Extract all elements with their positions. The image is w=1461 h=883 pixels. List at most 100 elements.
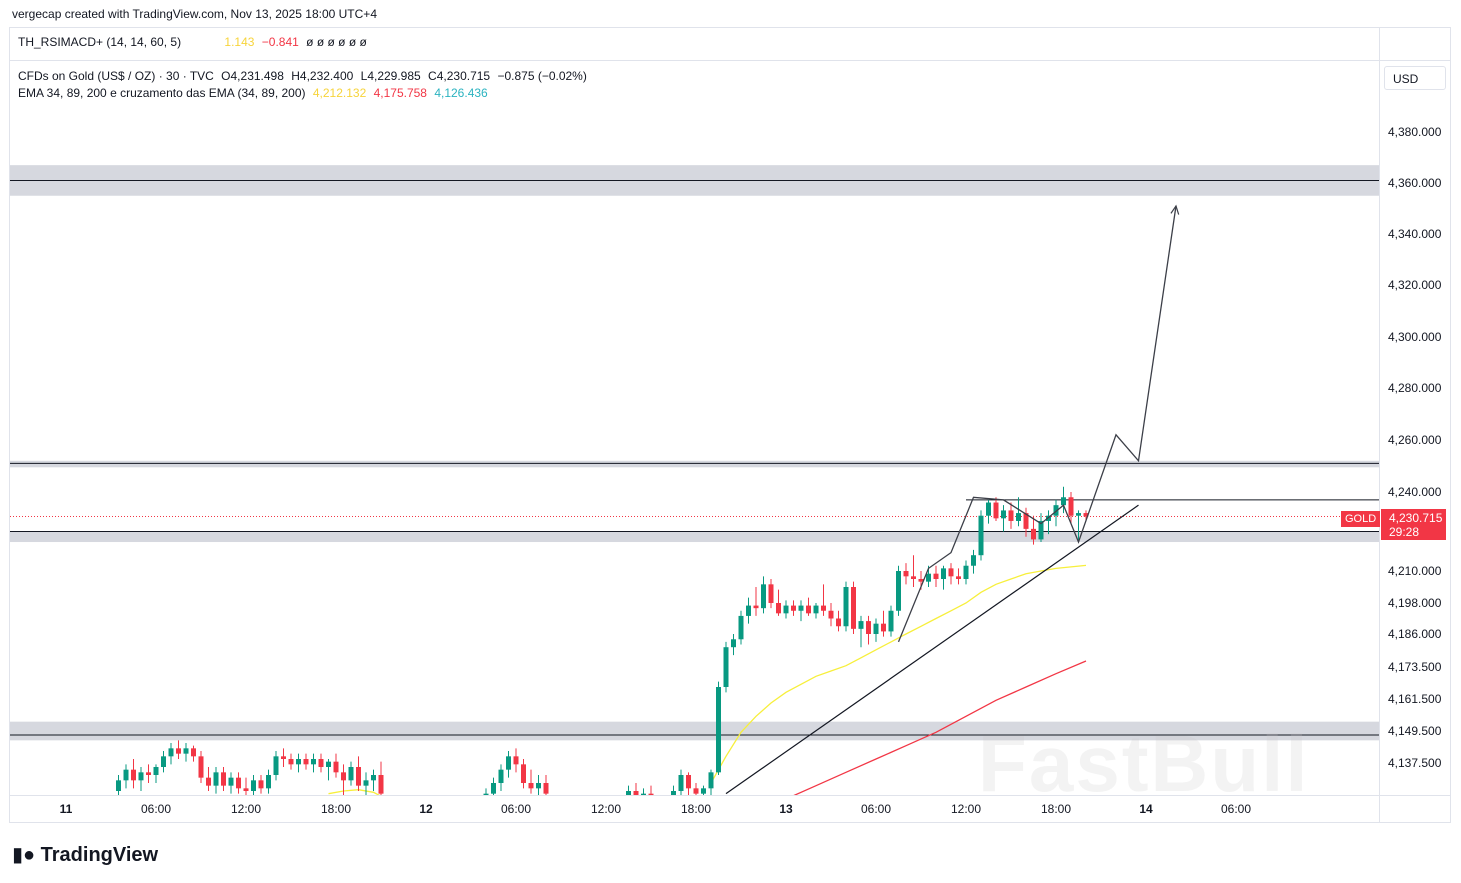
candle-body-78 [888, 610, 894, 632]
candle-body-34 [371, 775, 376, 781]
candle-body-42 [528, 783, 534, 789]
candle-body-73 [851, 587, 856, 629]
price-chart[interactable] [10, 61, 1379, 795]
tradingview-logo[interactable]: ▮● TradingView [12, 842, 158, 867]
y-tick-label: 4,360.000 [1388, 176, 1442, 190]
price-axis-border [1379, 28, 1380, 822]
candle-body-95 [1016, 513, 1021, 521]
candle-body-96 [1023, 513, 1029, 529]
candle-body-72 [843, 587, 849, 627]
x-tick-label: 12:00 [230, 802, 262, 816]
candle-body-11 [198, 756, 204, 778]
candle-body-93 [1001, 510, 1006, 519]
candle-body-7 [168, 748, 174, 757]
candle-body-36 [483, 793, 489, 795]
ohlc-low: L4,229.985 [360, 69, 421, 83]
candle-body-83 [926, 573, 931, 582]
candle-body-87 [956, 576, 961, 579]
candle-body-75 [866, 621, 871, 634]
x-tick-label: 06:00 [140, 802, 172, 816]
candle-body-53 [701, 788, 706, 794]
ema-label: EMA 34, 89, 200 e cruzamento das EMA (34… [18, 86, 306, 100]
sr-zone-2 [10, 531, 1379, 543]
candle-body-63 [776, 603, 781, 614]
candle-body-45 [626, 791, 631, 795]
ema-200-value: 4,126.436 [434, 86, 488, 100]
candle-body-47 [641, 793, 646, 795]
y-tick-label: 4,380.000 [1388, 125, 1442, 139]
candle-body-23 [288, 759, 294, 765]
candle-body-20 [266, 775, 271, 789]
ema34-line-2 [710, 564, 1087, 784]
ema89-line [793, 660, 1087, 795]
candle-body-84 [933, 573, 939, 579]
candle-body-85 [941, 568, 946, 579]
symbol-legend[interactable]: CFDs on Gold (US$ / OZ) · 30 · TVC O4,23… [18, 69, 591, 83]
x-tick-label: 12:00 [590, 802, 622, 816]
candle-body-82 [918, 579, 924, 582]
candle-body-3 [138, 772, 144, 781]
candle-body-19 [258, 780, 264, 789]
candle-body-92 [993, 502, 999, 519]
y-tick-label: 4,320.000 [1388, 278, 1442, 292]
x-tick-label: 11 [59, 802, 73, 816]
y-tick-label: 4,137.500 [1388, 756, 1442, 770]
candle-body-68 [813, 605, 819, 614]
candle-body-22 [281, 756, 286, 759]
candle-body-88 [963, 565, 969, 579]
candle-body-8 [176, 748, 181, 754]
candle-body-67 [806, 605, 811, 614]
currency-selector[interactable]: USD [1384, 66, 1446, 90]
ohlc-change: −0.875 (−0.02%) [497, 69, 587, 83]
candle-body-32 [356, 767, 361, 786]
candle-body-13 [213, 772, 219, 786]
oscillator-value-1: 1.143 [224, 35, 255, 49]
candle-body-50 [678, 775, 684, 791]
candle-body-39 [506, 756, 511, 770]
candle-body-6 [161, 756, 166, 767]
candle-body-38 [498, 769, 504, 783]
pane-separator[interactable] [10, 60, 1450, 61]
candle-body-41 [521, 764, 526, 783]
watermark-logo: FastBull [978, 719, 1310, 808]
oscillator-label: TH_RSIMACD+ (14, 14, 60, 5) [18, 35, 182, 49]
candle-body-48 [648, 793, 654, 795]
y-tick-label: 4,186.000 [1388, 627, 1442, 641]
x-tick-label: 13 [779, 802, 793, 816]
candle-body-58 [738, 615, 744, 640]
candle-body-51 [686, 775, 691, 789]
candle-body-89 [971, 555, 976, 566]
candle-body-14 [221, 772, 226, 786]
symbol-title: CFDs on Gold (US$ / OZ) · 30 · TVC [18, 69, 214, 83]
y-tick-label: 4,198.000 [1388, 596, 1442, 610]
y-tick-label: 4,149.500 [1388, 724, 1442, 738]
candle-body-71 [836, 618, 841, 627]
candle-body-17 [243, 788, 249, 791]
y-tick-label: 4,300.000 [1388, 330, 1442, 344]
last-price: 4,230.715 [1389, 511, 1443, 525]
symbol-tag: GOLD [1341, 511, 1381, 527]
candle-body-86 [948, 568, 954, 577]
candle-body-10 [191, 748, 196, 757]
candle-body-56 [723, 647, 729, 687]
trendline [725, 504, 1139, 795]
candle-body-62 [768, 584, 774, 603]
oscillator-legend[interactable]: TH_RSIMACD+ (14, 14, 60, 5) 1.143 −0.841… [18, 35, 371, 49]
candle-body-28 [326, 761, 331, 767]
sr-zone-3 [10, 721, 1379, 741]
candle-body-81 [911, 576, 916, 579]
candle-body-31 [348, 767, 354, 781]
x-tick-label: 18:00 [320, 802, 352, 816]
candle-body-94 [1008, 510, 1014, 521]
candle-body-43 [536, 783, 541, 789]
oscillator-value-2: −0.841 [261, 35, 299, 49]
ema-legend[interactable]: EMA 34, 89, 200 e cruzamento das EMA (34… [18, 86, 492, 100]
y-tick-label: 4,161.500 [1388, 692, 1442, 706]
candle-body-46 [633, 791, 639, 795]
candle-body-52 [693, 788, 699, 794]
candle-body-15 [228, 777, 234, 786]
candle-body-5 [153, 767, 159, 775]
candle-body-26 [311, 759, 316, 765]
x-tick-label: 18:00 [1040, 802, 1072, 816]
candle-body-76 [873, 623, 879, 634]
